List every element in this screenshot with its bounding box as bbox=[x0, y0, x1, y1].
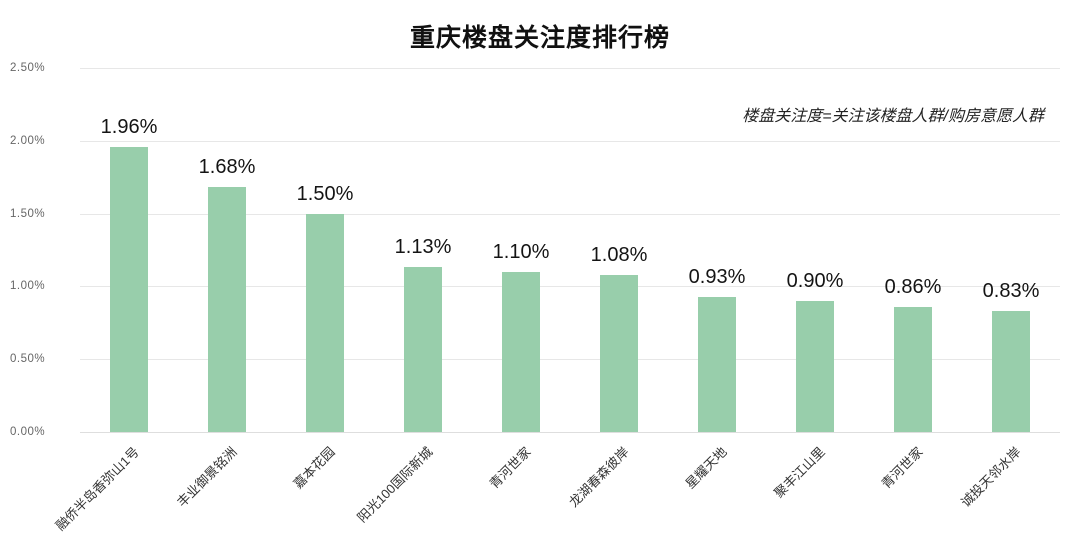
x-tick-label: 星耀天地 bbox=[682, 444, 730, 492]
x-tick-label: 丰业御景铭洲 bbox=[173, 444, 240, 510]
bar-value-label: 1.13% bbox=[394, 236, 452, 259]
x-tick-label: 诚投天邻水岸 bbox=[957, 444, 1024, 510]
y-tick-label: 1.50% bbox=[10, 207, 46, 220]
x-axis: 融侨半岛香弥山1号 丰业御景铭洲 嘉本花园 阳光100国际新城 青河世家 龙湖春森彼岸 星耀… bbox=[52, 432, 1060, 545]
bar bbox=[208, 187, 246, 432]
x-tick-label: 融侨半岛香弥山1号 bbox=[52, 444, 142, 534]
gridline bbox=[80, 286, 1060, 288]
x-tick-label: 嘉本花园 bbox=[290, 444, 338, 492]
bar bbox=[796, 300, 834, 432]
x-tick-label: 阳光100国际新城 bbox=[354, 444, 436, 526]
bar bbox=[992, 311, 1030, 432]
y-axis: 0.00% 0.50% 1.00% 1.50% 2.00% 2.50% bbox=[10, 62, 68, 438]
gridline bbox=[80, 140, 1060, 142]
y-tick-label: 0.50% bbox=[10, 353, 46, 366]
y-tick-label: 2.00% bbox=[10, 134, 46, 147]
gridline bbox=[80, 359, 1060, 361]
plot-area: 1.96% 1.68% 1.50% 1.13% 1.10% 1.08% 0.93% 0.90%… bbox=[80, 68, 1060, 433]
bar-value-label: 1.68% bbox=[198, 156, 256, 179]
x-tick-label: 龙湖春森彼岸 bbox=[565, 444, 632, 510]
bar-value-label: 1.08% bbox=[590, 243, 648, 266]
chart-annotation: 楼盘关注度=关注该楼盘人群/购房意愿人群 bbox=[742, 108, 1044, 125]
gridline bbox=[80, 213, 1060, 215]
bar-value-label: 1.50% bbox=[296, 182, 354, 205]
x-tick-label: 青河世家 bbox=[878, 444, 926, 492]
bar-value-label: 0.90% bbox=[786, 269, 844, 292]
chart-title: 重庆楼盘关注度排行榜 bbox=[409, 24, 670, 52]
x-tick-label: 青河世家 bbox=[486, 444, 534, 492]
bar-value-label: 0.83% bbox=[982, 280, 1040, 303]
bar bbox=[110, 146, 148, 432]
bar bbox=[698, 296, 736, 432]
bar-value-label: 0.86% bbox=[884, 275, 942, 298]
bar bbox=[306, 213, 344, 432]
x-tick-label: 聚丰江山里 bbox=[771, 444, 828, 501]
gridline bbox=[80, 68, 1060, 69]
bar bbox=[404, 267, 442, 432]
y-tick-label: 2.50% bbox=[10, 62, 46, 74]
y-tick-label: 0.00% bbox=[10, 426, 46, 438]
bar bbox=[502, 271, 540, 432]
bar-value-label: 1.10% bbox=[492, 240, 550, 263]
bar bbox=[600, 274, 638, 432]
x-axis-baseline bbox=[80, 432, 1060, 433]
bar bbox=[894, 306, 932, 432]
y-tick-label: 1.00% bbox=[10, 280, 46, 293]
bar-value-label: 0.93% bbox=[688, 265, 746, 288]
bar-value-label: 1.96% bbox=[100, 115, 158, 138]
